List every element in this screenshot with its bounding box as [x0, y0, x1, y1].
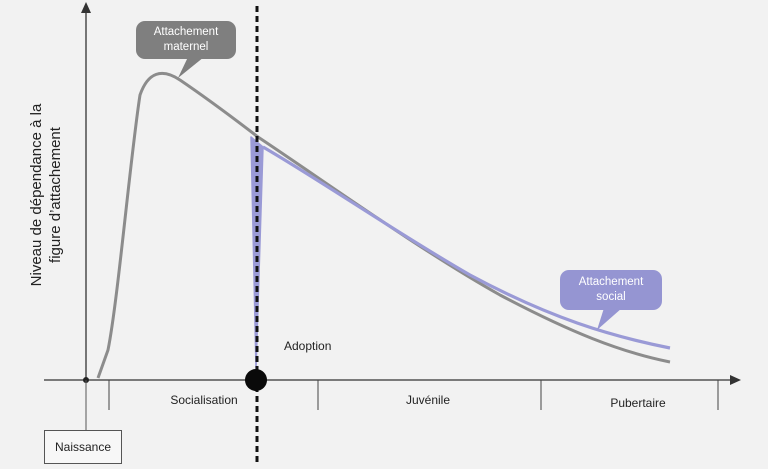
- x-axis-arrow: [730, 375, 741, 385]
- phase-label-juvenile: Juvénile: [405, 393, 451, 407]
- maternal-attachment-curve: [96, 71, 671, 379]
- birth-label: Naissance: [54, 440, 112, 454]
- maternal-callout-text: Attachement maternel: [136, 25, 236, 55]
- phase-label-pubertaire: Pubertaire: [610, 396, 666, 410]
- phase-label-socialisation: Socialisation: [170, 393, 238, 407]
- social-callout-tail: [597, 308, 622, 330]
- maternal-callout-line1: Attachement: [153, 26, 219, 38]
- maternal-callout-tail: [178, 57, 204, 78]
- birth-label-box: Naissance: [44, 430, 122, 464]
- social-callout-line2: social: [596, 291, 626, 303]
- y-axis-arrow: [81, 2, 91, 13]
- adoption-marker: [245, 369, 267, 391]
- social-callout-line1: Attachement: [578, 276, 644, 288]
- adoption-label: Adoption: [284, 339, 332, 353]
- maternal-callout-bubble: [136, 21, 236, 59]
- maternal-callout-line2: maternel: [163, 41, 209, 53]
- social-callout-bubble: [560, 270, 662, 310]
- y-axis-title-line1: Niveau de dépendance à la: [28, 103, 45, 287]
- y-axis-title: Niveau de dépendance à la figure d’attac…: [16, 80, 76, 310]
- y-axis-title-line2: figure d’attachement: [47, 127, 64, 263]
- social-attachment-curve: [262, 145, 671, 350]
- social-callout-text: Attachement social: [560, 275, 662, 305]
